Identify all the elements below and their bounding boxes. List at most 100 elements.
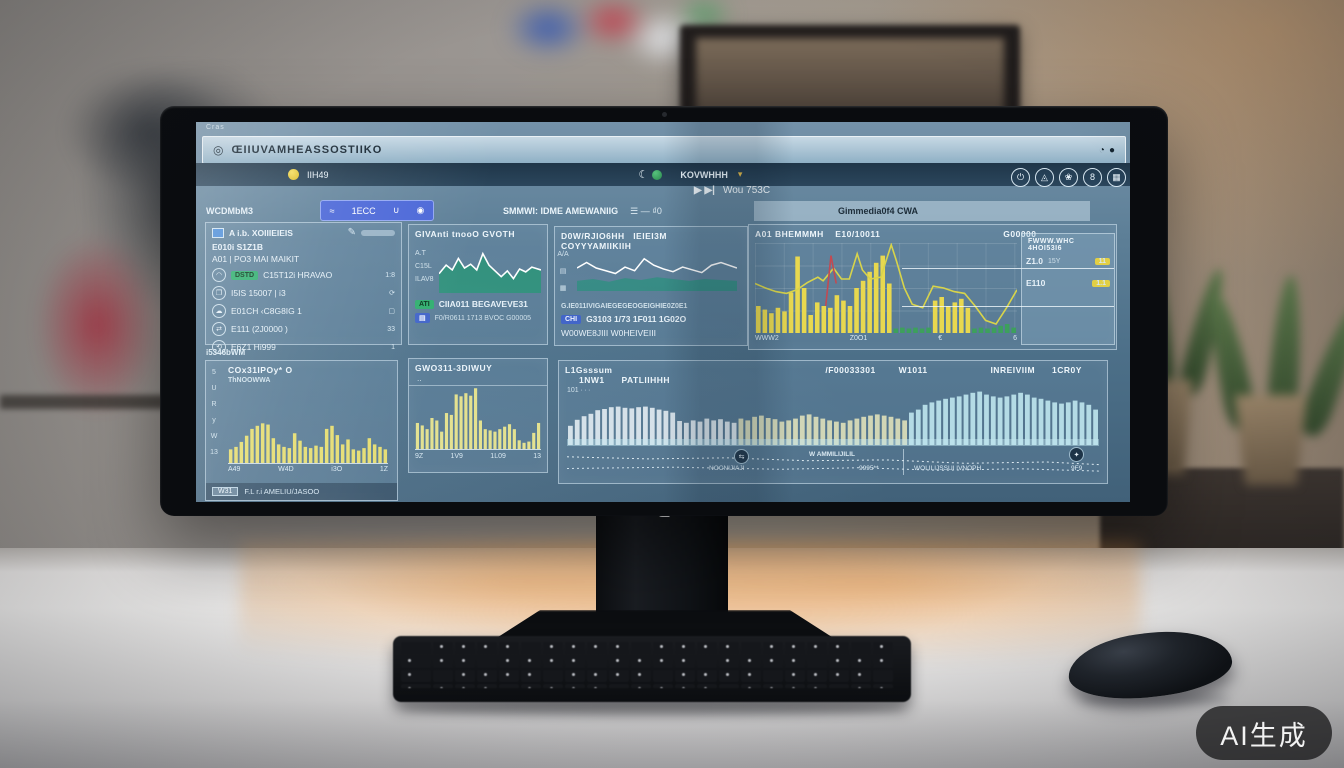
green-badge: ATI xyxy=(415,299,434,309)
pen-icon[interactable]: ✎ xyxy=(347,227,356,238)
x-axis-labels: WWW2 Z0O1 €6 xyxy=(755,335,1017,342)
nav-row: ▶ ▶| Wou 753C xyxy=(694,185,770,196)
swap-icon: ⇄ xyxy=(212,322,226,336)
swap-circle-icon[interactable]: ⇆ xyxy=(734,449,749,464)
code-label[interactable]: 1ΕCC xyxy=(351,205,376,216)
annotation-label: WOLILIJSSUI IVNOPH xyxy=(914,465,982,472)
mode-dropdown-label[interactable]: KOVWHHH xyxy=(680,169,728,180)
list-item[interactable]: ⟲ E6Z1 Hi999 1 xyxy=(206,338,401,356)
panel-growth-chart: GIVAnti tnooO GVOTH A.T C15L ILAV8 ATI CII… xyxy=(408,224,548,345)
green-status-icon[interactable] xyxy=(652,169,663,180)
search-icon[interactable]: ◉ xyxy=(416,205,425,215)
list-item-label: E111 (2J0000 ) xyxy=(231,324,288,334)
nav-label: Wou 753C xyxy=(722,185,771,196)
filter-bar: WCDMbM3 ≈ 1ΕCC ∪ ◉ SMMWI: IDME AMEWANIIG… xyxy=(196,200,1130,222)
window-icon: ◎ xyxy=(213,143,224,157)
x-axis-labels: A49 W4D i3O 1Z xyxy=(228,466,388,473)
footer-text: F.L r.i AMELIU/JASOO xyxy=(244,487,320,496)
annotation-lines xyxy=(567,449,1099,475)
window-corner-label: Cras xyxy=(206,124,225,131)
user-icon[interactable]: 8 xyxy=(1083,167,1102,187)
panel-title: D0W/RJIO6HH IEIEI3M COYYYAMIIKIIH xyxy=(561,231,667,251)
filter-mid-icons[interactable]: ☰ — ₫0 xyxy=(630,205,662,216)
annotation-label: 9F9 xyxy=(1071,465,1083,472)
moon-icon[interactable]: ☾ xyxy=(638,169,649,181)
list-item[interactable]: ⇄ E111 (2J0000 ) 33 xyxy=(206,320,401,338)
axis-note: 101 ∙ ∙ ∙ xyxy=(567,387,591,394)
panel-sub: ThNOOWWA xyxy=(228,377,271,384)
wave-icon[interactable]: ≈ xyxy=(329,205,335,216)
footer-chip[interactable]: W31 xyxy=(212,487,239,496)
annotation-divider xyxy=(903,449,904,475)
list-item-label: I5IS 15007 | i3 xyxy=(231,288,286,298)
list-item[interactable]: ◠ DSTD C15T12i HRAVAO 1:8 xyxy=(206,266,401,284)
line-chart xyxy=(577,245,737,291)
chi-badge: CHI xyxy=(561,314,582,324)
status-dot-icon: ● xyxy=(1108,144,1115,156)
filter-mid-label: SMMWI: IDME AMEWANIIG xyxy=(503,206,619,216)
union-icon[interactable]: ∪ xyxy=(392,205,400,215)
tab-label: Gimmedia0f4 CWA xyxy=(838,206,919,216)
list-item-value: ⟳ xyxy=(389,290,395,297)
panel-main-chart: A01 BHEMMMH E10/10011 G00000 WWW2 Z0O1 €6… xyxy=(748,224,1117,350)
keyboard-shadow xyxy=(400,700,905,716)
panel-title: A01 BHEMMMH E10/10011 G00000 xyxy=(755,229,1037,239)
desk-front-shadow xyxy=(0,700,1344,768)
list-item-value: 1:8 xyxy=(385,271,395,279)
dense-bar-chart xyxy=(567,385,1099,445)
metric-badge: 11 xyxy=(1094,257,1110,265)
filter-left-label: WCDMbM3 xyxy=(206,206,253,216)
icon-rail: A/A ▤ ▦ xyxy=(557,251,569,292)
toolbar-status-label: IIH49 xyxy=(307,169,329,180)
list-header: A i.b. XOIIIEIEIS xyxy=(229,227,293,238)
power-icon[interactable]: ⏻ xyxy=(1011,167,1030,187)
metric-sub: 15Y xyxy=(1048,257,1061,265)
panel-wide-chart: L1Gsssum /F00033301 W1011 INREIVIIM 1CR0… xyxy=(558,360,1108,484)
dashboard-screen: Cras ◎ ŒIIUVAMHEASSOSTIIKO ◔ ● IIH49 ☾ K… xyxy=(196,122,1130,502)
segmented-control[interactable]: ≈ 1ΕCC ∪ ◉ xyxy=(320,200,434,221)
list-item[interactable]: ❐ I5IS 15007 | i3 ⟳ xyxy=(206,284,401,302)
toolbar: IIH49 ☾ KOVWHHH ▾ xyxy=(196,163,1130,186)
stats-icon[interactable]: ◬ xyxy=(1035,167,1054,187)
side-metrics: FWWW.WHC 4HOI53I6 Z1.0 15Y 11 E110 1.1 xyxy=(902,233,1115,345)
ref-line xyxy=(902,268,1114,269)
panel-title: GWO311-3DIWUY xyxy=(415,363,493,373)
x-axis-labels: 9Z 1V9 1L09 13 xyxy=(415,453,541,460)
list-sub1: E010i S1Z1B xyxy=(212,242,264,252)
metric-badge: 1.1 xyxy=(1092,279,1110,287)
panel-c-row3: W00WE8JIII W0HEIVEIII xyxy=(561,328,656,338)
panel-title: GIVAnti tnooO GVOTH xyxy=(415,229,515,239)
list-item-value: ▢ xyxy=(388,308,395,315)
list-item-value: 33 xyxy=(387,325,395,333)
divider xyxy=(409,385,547,387)
ai-generated-watermark: AI生成 xyxy=(1196,706,1332,760)
panel-b-line2: F0/R0611 1713 BVOC G00005 xyxy=(434,314,532,322)
list-item-label: E6Z1 Hi999 xyxy=(231,342,276,352)
section-label: i5346bWM xyxy=(206,348,246,357)
panel-line-chart: D0W/RJIO6HH IEIEI3M COYYYAMIIKIIH A/A ▤ ▦ … xyxy=(554,226,748,346)
list-header-icon xyxy=(212,227,224,238)
notification-icon[interactable]: ◔ xyxy=(1098,144,1105,156)
play-icons[interactable]: ▶ ▶| xyxy=(694,185,715,196)
plant-pot xyxy=(1234,395,1308,485)
panel-dash: ‥ xyxy=(417,376,422,383)
chevron-down-icon[interactable]: ▾ xyxy=(737,169,743,179)
panel-title: COx31IPOy* O xyxy=(228,365,293,375)
mini-progress xyxy=(361,229,395,236)
panel-device-list: A i.b. XOIIIEIEIS ✎ E010i S1Z1B A01 | PO… xyxy=(205,222,402,354)
window-titlebar: ◎ ŒIIUVAMHEASSOSTIIKO ◔ ● xyxy=(202,136,1126,164)
tab-connected[interactable]: Gimmedia0f4 CWA xyxy=(754,201,1090,221)
blue-chip-icon[interactable]: ▤ xyxy=(415,313,430,323)
webcam-dot xyxy=(662,112,667,117)
metric-value: E110 xyxy=(1026,278,1046,288)
settings-icon[interactable]: ❀ xyxy=(1059,167,1078,187)
keyboard xyxy=(393,636,911,702)
spark-circle-icon[interactable]: ✦ xyxy=(1069,447,1084,462)
ref-line xyxy=(902,306,1114,307)
quick-actions: ⏻ ◬ ❀ 8 ▦ xyxy=(1011,166,1126,188)
grid-icon[interactable]: ▦ xyxy=(1107,167,1126,187)
status-yellow-dot xyxy=(288,169,299,180)
list-item-value: 1 xyxy=(391,343,395,351)
list-item[interactable]: ☁ E01CH ‹C8G8IG 1 ▢ xyxy=(206,302,401,320)
